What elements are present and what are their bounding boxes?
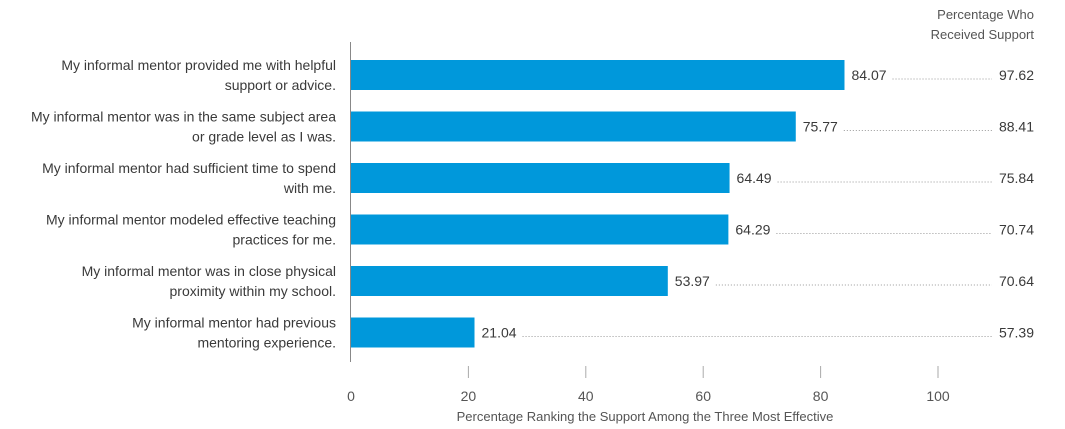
received-support-label: 70.64	[999, 273, 1034, 289]
bar-row: My informal mentor was in close physical…	[82, 263, 1035, 299]
bar	[351, 163, 730, 193]
category-label-line-1: My informal mentor modeled effective tea…	[46, 212, 336, 228]
bar	[351, 60, 845, 90]
category-label-line-2: or grade level as I was.	[192, 129, 336, 145]
x-axis: 0 20 40 60 80 100	[347, 42, 950, 404]
chart-rows: My informal mentor provided me with help…	[31, 57, 1034, 351]
received-support-label: 57.39	[999, 325, 1034, 341]
x-tick-label: 0	[347, 388, 355, 404]
x-tick-label: 40	[578, 388, 594, 404]
bar-value-label: 75.77	[803, 119, 838, 135]
bar-value-label: 53.97	[675, 273, 710, 289]
bar	[351, 317, 475, 348]
category-label-line-1: My informal mentor had sufficient time t…	[42, 160, 336, 176]
bar-value-label: 21.04	[482, 325, 517, 341]
received-support-label: 70.74	[999, 222, 1034, 238]
category-label-line-1: My informal mentor provided me with help…	[61, 57, 336, 73]
x-tick-label: 20	[461, 388, 477, 404]
bar-value-label: 84.07	[851, 67, 886, 83]
received-support-label: 97.62	[999, 67, 1034, 83]
bar-row: My informal mentor provided me with help…	[61, 57, 1034, 93]
category-label-line-2: with me.	[283, 180, 336, 196]
category-label-line-1: My informal mentor had previous	[132, 315, 336, 331]
x-axis-title: Percentage Ranking the Support Among the…	[457, 409, 834, 424]
x-tick-label: 100	[926, 388, 950, 404]
bar	[351, 214, 729, 245]
support-header-line-1: Percentage Who	[937, 7, 1034, 22]
received-support-label: 75.84	[999, 170, 1034, 186]
x-tick-label: 60	[695, 388, 711, 404]
bar-row: My informal mentor modeled effective tea…	[46, 212, 1034, 248]
received-support-label: 88.41	[999, 119, 1034, 135]
bar-row: My informal mentor was in the same subje…	[31, 109, 1034, 145]
category-label-line-1: My informal mentor was in the same subje…	[31, 109, 336, 125]
bar	[351, 111, 796, 142]
bar-row: My informal mentor had previous mentoring…	[132, 315, 1034, 351]
category-label-line-2: support or advice.	[225, 77, 336, 93]
bar-value-label: 64.49	[737, 170, 772, 186]
x-tick-label: 80	[813, 388, 829, 404]
bar	[351, 266, 668, 296]
category-label-line-2: practices for me.	[233, 232, 336, 248]
support-header-line-2: Received Support	[931, 27, 1035, 42]
bar-value-label: 64.29	[735, 222, 770, 238]
category-label-line-2: mentoring experience.	[197, 335, 336, 351]
category-label-line-1: My informal mentor was in close physical	[82, 263, 336, 279]
category-label-line-2: proximity within my school.	[170, 283, 337, 299]
support-header: Percentage Who Received Support	[931, 7, 1035, 42]
bar-row: My informal mentor had sufficient time t…	[42, 160, 1034, 196]
